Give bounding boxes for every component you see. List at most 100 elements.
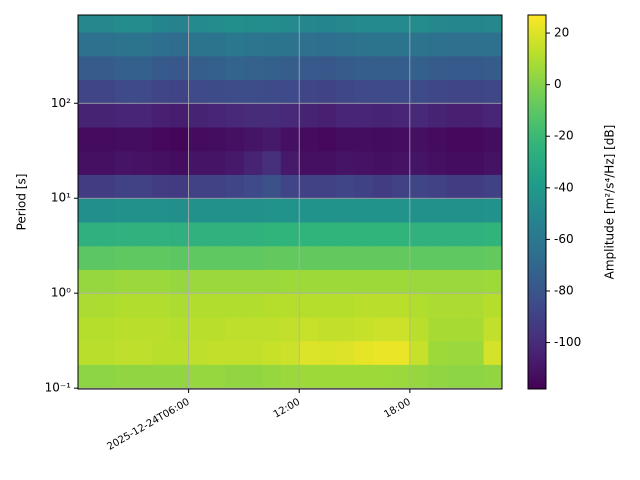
heat-cell [446, 269, 466, 294]
heat-cell [446, 316, 466, 342]
heat-cell [372, 364, 392, 389]
heat-cell [114, 32, 134, 57]
heat-cell [188, 15, 208, 33]
heat-cell [188, 32, 208, 57]
heat-cell [243, 316, 263, 342]
heat-cell [336, 15, 356, 33]
heat-cell [299, 15, 319, 33]
heat-cell [225, 79, 245, 104]
heat-cell [225, 316, 245, 342]
heat-cell [409, 364, 429, 389]
heat-cell [96, 269, 116, 294]
heat-cell [114, 364, 134, 389]
heat-cell [133, 79, 153, 104]
heat-cell [114, 293, 134, 318]
heat-cell [243, 15, 263, 33]
heat-cell [428, 174, 448, 199]
heat-cell [207, 55, 226, 80]
heat-cell [114, 55, 134, 80]
heat-cell [391, 221, 411, 247]
heat-cell [483, 245, 502, 270]
heat-cell [133, 15, 153, 33]
heat-cell [207, 316, 226, 342]
heat-cell [207, 103, 226, 128]
heat-cell [207, 221, 226, 247]
y-tick-label: 10⁻¹ [45, 381, 72, 395]
heat-cell [354, 150, 374, 175]
heat-cell [299, 221, 319, 247]
heat-cell [483, 55, 502, 80]
heat-cell [96, 293, 116, 318]
heat-cell [78, 174, 97, 199]
heat-cell [354, 55, 374, 80]
heat-cell [78, 269, 97, 294]
heat-cell [317, 221, 337, 247]
heat-cell [262, 150, 282, 175]
heat-cell [483, 198, 502, 223]
heat-cell [243, 245, 263, 270]
colorbar-tick-label: -100 [554, 335, 581, 349]
heat-cell [483, 316, 502, 342]
heat-cell [483, 127, 502, 152]
heat-cell [428, 340, 448, 365]
heat-cell [78, 293, 97, 318]
heat-cell [483, 221, 502, 247]
heat-cell [299, 32, 319, 57]
heat-cell [409, 293, 429, 318]
heat-cell [428, 55, 448, 80]
heat-cell [354, 174, 374, 199]
heat-cell [354, 340, 374, 365]
heat-cell [336, 293, 356, 318]
heat-cell [207, 150, 226, 175]
heat-cell [78, 364, 97, 389]
heat-cell [372, 316, 392, 342]
heat-cell [409, 103, 429, 128]
heat-cell [446, 174, 466, 199]
heat-cell [78, 103, 97, 128]
heat-cell [133, 174, 153, 199]
heat-cell [225, 340, 245, 365]
heat-cell [446, 32, 466, 57]
heat-cell [372, 127, 392, 152]
heat-cell [262, 293, 282, 318]
heat-cell [280, 245, 300, 270]
heat-cell [188, 269, 208, 294]
heat-cell [151, 55, 171, 80]
y-axis-label: Period [s] [15, 174, 29, 231]
heat-cell [225, 174, 245, 199]
heat-cell [336, 269, 356, 294]
heat-cell [409, 174, 429, 199]
heat-cell [96, 79, 116, 104]
heat-cell [243, 32, 263, 57]
heat-cell [262, 15, 282, 33]
heat-cell [317, 127, 337, 152]
heat-cell [207, 79, 226, 104]
heat-cell [336, 174, 356, 199]
heat-cell [96, 198, 116, 223]
heat-cell [114, 269, 134, 294]
heat-cell [280, 127, 300, 152]
heat-cell [170, 340, 190, 365]
heat-cell [372, 340, 392, 365]
heat-cell [336, 150, 356, 175]
y-tick-label: 10² [51, 96, 71, 110]
heat-cell [170, 198, 190, 223]
heat-cell [170, 293, 190, 318]
heat-cell [170, 127, 190, 152]
heat-cell [391, 79, 411, 104]
heat-cell [372, 79, 392, 104]
heat-cell [133, 245, 153, 270]
heat-cell [299, 293, 319, 318]
heat-cell [391, 245, 411, 270]
heat-cell [483, 150, 502, 175]
heat-cell [446, 293, 466, 318]
heat-cell [78, 79, 97, 104]
colorbar-tick-label: -40 [554, 180, 574, 194]
heat-cell [262, 198, 282, 223]
heat-cell [336, 340, 356, 365]
heat-cell [170, 103, 190, 128]
y-tick-label: 10¹ [51, 191, 71, 205]
heat-cell [446, 221, 466, 247]
heat-cell [151, 245, 171, 270]
heat-cell [188, 79, 208, 104]
